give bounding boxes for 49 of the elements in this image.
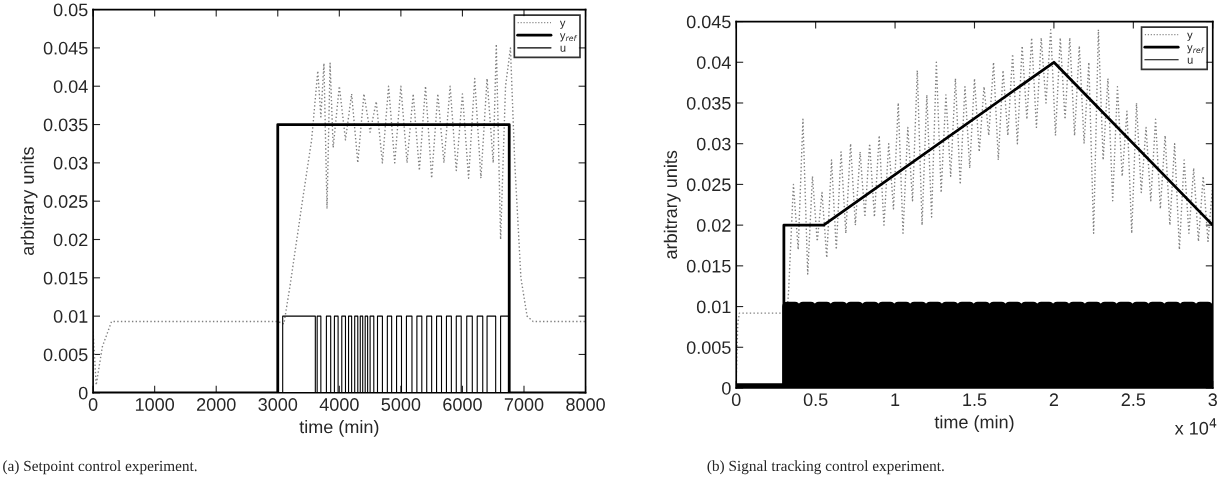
text: (b) Signal tracking control experiment.: [707, 460, 944, 475]
x-axis-title: time (min): [934, 415, 1014, 433]
y-tick-label: 0.035: [686, 96, 731, 110]
legend-label: y: [1187, 32, 1193, 41]
x-tick-label: 0: [88, 398, 98, 411]
y-tick-label: 0.005: [43, 348, 88, 362]
x-tick-label: 7000: [504, 398, 544, 411]
y-tick-label: 0.05: [53, 3, 88, 17]
y-tick-label: 0.005: [686, 341, 731, 354]
x-tick-label: 3: [1208, 393, 1217, 407]
y-tick-label: 0.045: [686, 15, 731, 29]
y-tick-label: 0.015: [686, 259, 731, 273]
x-tick-label: 8000: [566, 398, 605, 411]
y-tick-label: 0.04: [696, 56, 731, 69]
text: (a) Setpoint control experiment.: [3, 460, 197, 475]
x-tick-label: 6000: [443, 398, 482, 411]
y-tick-label: 0.025: [686, 178, 731, 192]
x-tick-label: 2.5: [1121, 393, 1146, 407]
y-tick-label: 0.025: [43, 195, 88, 208]
x-tick-label: 2: [1049, 393, 1059, 406]
y-tick-label: 0.02: [53, 233, 88, 247]
y-tick-label: 0.02: [696, 219, 731, 232]
x-tick-label: 0: [731, 393, 741, 407]
legend-label: u: [560, 45, 566, 52]
x-tick-label: 1.5: [963, 393, 987, 407]
y-tick-label: 0: [722, 381, 731, 395]
y-tick-label: 0.035: [43, 118, 88, 132]
y-tick-label: 0.03: [53, 156, 88, 170]
legend-label: u: [1187, 57, 1193, 64]
y-axis-title: arbitrary units: [20, 147, 38, 256]
legend-label: y$_{ref}$: [559, 33, 578, 42]
legend-label: y$_{ref}$: [1187, 45, 1205, 54]
x-tick-label: 0.5: [803, 393, 828, 407]
y-tick-label: 0.045: [43, 41, 88, 55]
x-axis-title: time (min): [299, 420, 379, 437]
y-tick-label: 0.015: [43, 271, 88, 285]
y-tick-label: 0.04: [53, 80, 88, 93]
x-tick-label: 3000: [258, 398, 298, 411]
y-axis-title: arbitrary units: [663, 150, 681, 259]
legend-label: y: [559, 20, 566, 29]
x-tick-label: 4000: [319, 398, 359, 411]
x-tick-label: 1: [891, 393, 900, 406]
x-tick-label: 2000: [197, 398, 236, 411]
x-tick-label: 1000: [135, 398, 175, 411]
y-tick-label: 0.01: [696, 300, 731, 314]
x-tick-label: 5000: [381, 398, 421, 411]
text: x 10$^{4}$: [1174, 418, 1217, 435]
y-tick-label: 0.03: [696, 137, 731, 151]
y-tick-label: 0.01: [53, 310, 88, 323]
